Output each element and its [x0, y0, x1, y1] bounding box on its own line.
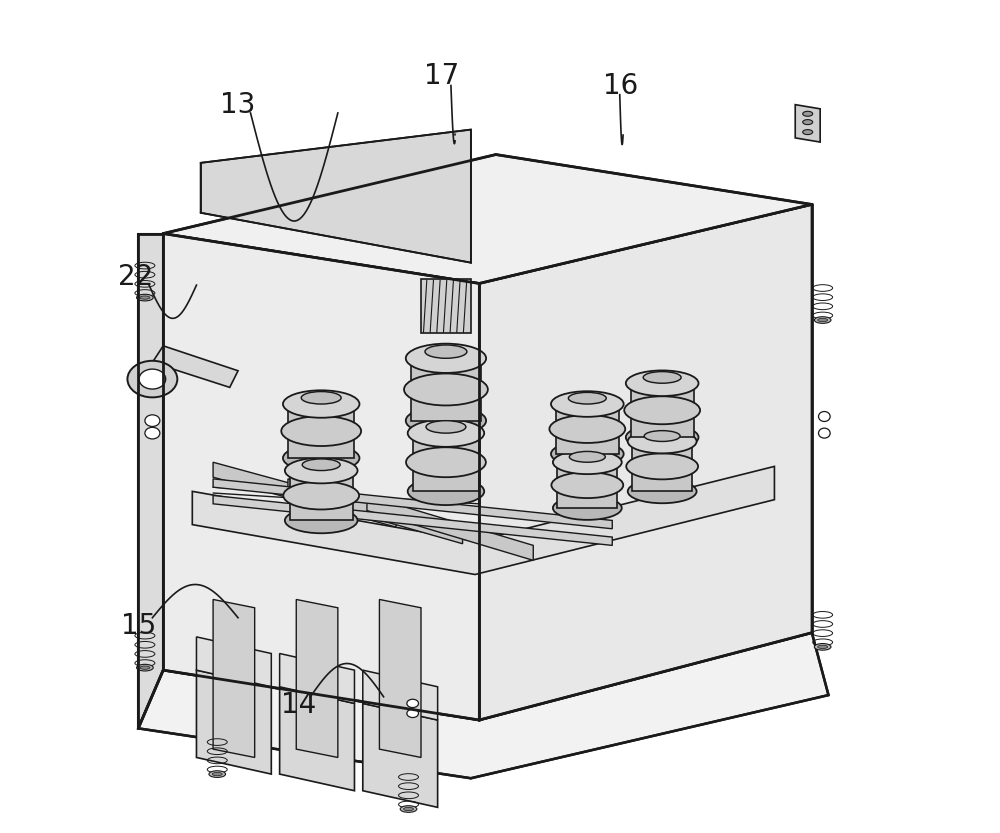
Ellipse shape [137, 665, 153, 671]
Ellipse shape [140, 296, 150, 299]
Text: 14: 14 [281, 691, 316, 719]
Polygon shape [632, 441, 692, 491]
Ellipse shape [408, 419, 484, 446]
Ellipse shape [553, 451, 622, 474]
Ellipse shape [404, 373, 488, 406]
Polygon shape [163, 233, 479, 720]
Ellipse shape [568, 392, 606, 404]
Polygon shape [288, 479, 463, 544]
Polygon shape [213, 600, 255, 757]
Ellipse shape [406, 406, 486, 436]
Ellipse shape [302, 459, 340, 471]
Polygon shape [421, 279, 471, 333]
Ellipse shape [145, 427, 160, 439]
Polygon shape [196, 670, 271, 774]
Ellipse shape [400, 806, 417, 812]
Polygon shape [367, 496, 533, 561]
Ellipse shape [553, 496, 622, 520]
Polygon shape [163, 155, 812, 283]
Ellipse shape [819, 412, 830, 421]
Ellipse shape [285, 507, 358, 533]
Ellipse shape [209, 771, 226, 777]
Polygon shape [296, 600, 338, 757]
Ellipse shape [425, 345, 467, 358]
Ellipse shape [803, 112, 813, 117]
Ellipse shape [628, 480, 697, 503]
Ellipse shape [127, 361, 177, 397]
Ellipse shape [285, 458, 358, 483]
Ellipse shape [803, 130, 813, 135]
Text: 15: 15 [121, 612, 156, 640]
Polygon shape [288, 404, 354, 458]
Ellipse shape [644, 431, 680, 441]
Ellipse shape [283, 391, 359, 417]
Polygon shape [795, 105, 820, 142]
Polygon shape [290, 471, 353, 521]
Ellipse shape [643, 372, 681, 383]
Ellipse shape [818, 646, 828, 649]
Ellipse shape [145, 415, 160, 426]
Text: 17: 17 [424, 62, 459, 89]
Polygon shape [411, 358, 481, 421]
Ellipse shape [283, 444, 359, 471]
Polygon shape [280, 654, 354, 703]
Polygon shape [196, 637, 271, 686]
Polygon shape [479, 204, 812, 720]
Polygon shape [363, 670, 438, 720]
Ellipse shape [407, 709, 419, 717]
Ellipse shape [814, 317, 831, 323]
Polygon shape [213, 496, 612, 546]
Polygon shape [213, 462, 396, 527]
Text: 13: 13 [220, 91, 256, 118]
Polygon shape [138, 633, 828, 778]
Ellipse shape [301, 392, 341, 404]
Ellipse shape [212, 772, 222, 776]
Ellipse shape [140, 666, 150, 669]
Ellipse shape [551, 441, 624, 466]
Ellipse shape [626, 425, 699, 450]
Ellipse shape [818, 318, 828, 322]
Polygon shape [557, 462, 617, 508]
Ellipse shape [569, 451, 605, 462]
Polygon shape [363, 703, 438, 807]
Ellipse shape [426, 421, 466, 433]
Ellipse shape [137, 294, 153, 301]
Ellipse shape [408, 477, 484, 505]
Ellipse shape [814, 644, 831, 651]
Ellipse shape [283, 481, 359, 510]
Polygon shape [413, 433, 479, 491]
Polygon shape [556, 404, 619, 454]
Polygon shape [631, 383, 694, 437]
Ellipse shape [626, 371, 699, 396]
Ellipse shape [628, 430, 697, 453]
Ellipse shape [624, 397, 700, 424]
Ellipse shape [551, 392, 624, 416]
Polygon shape [152, 346, 238, 387]
Ellipse shape [549, 415, 625, 443]
Ellipse shape [281, 416, 361, 446]
Polygon shape [280, 686, 354, 791]
Polygon shape [213, 479, 612, 529]
Ellipse shape [819, 428, 830, 438]
Polygon shape [138, 233, 163, 728]
Ellipse shape [406, 344, 486, 373]
Text: 22: 22 [118, 262, 153, 291]
Text: 16: 16 [603, 72, 638, 99]
Ellipse shape [139, 369, 166, 389]
Ellipse shape [626, 453, 698, 479]
Ellipse shape [803, 120, 813, 125]
Ellipse shape [404, 807, 414, 811]
Polygon shape [192, 466, 774, 575]
Ellipse shape [407, 699, 419, 707]
Polygon shape [201, 130, 471, 262]
Ellipse shape [551, 472, 623, 498]
Polygon shape [379, 600, 421, 757]
Ellipse shape [406, 447, 486, 477]
